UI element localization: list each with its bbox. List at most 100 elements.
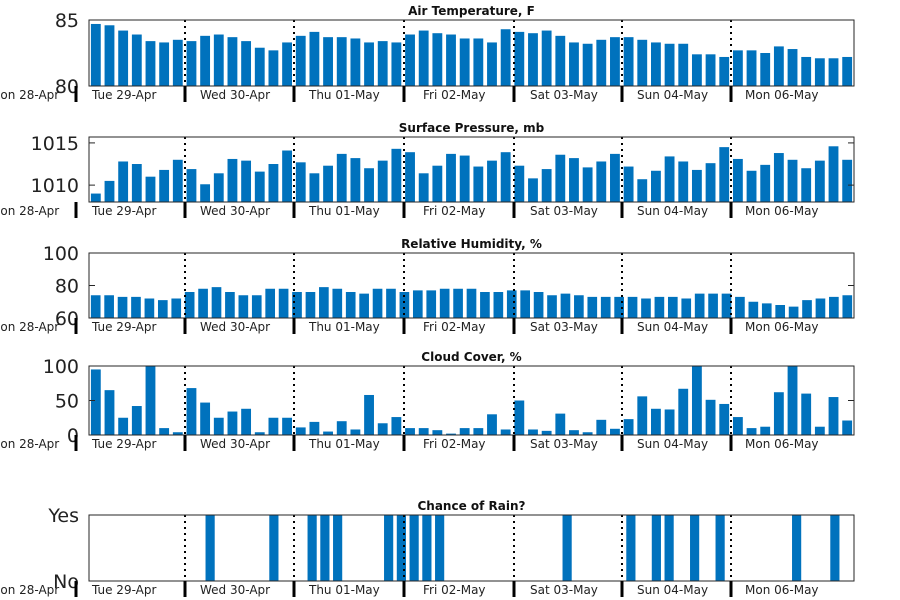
bar: [555, 413, 566, 435]
bar: [664, 43, 675, 86]
bar: [333, 515, 343, 581]
x-tick-label: Fri 02-May: [423, 583, 486, 597]
bar: [528, 429, 538, 435]
bar: [422, 515, 432, 581]
x-tick-label: Fri 02-May: [423, 320, 486, 334]
bar: [788, 306, 799, 319]
x-tick-label: Sun 04-May: [637, 320, 708, 334]
bar: [500, 429, 511, 435]
chart-panel-5: Chance of Rain? No Yes Mon 28-Apr Tue 29-Apr…: [0, 499, 855, 597]
bar: [198, 288, 208, 318]
bar: [487, 160, 497, 202]
bar: [500, 152, 511, 202]
bar: [748, 301, 759, 318]
bar: [159, 428, 170, 435]
bar: [412, 290, 423, 319]
bar: [596, 39, 607, 86]
bar: [637, 396, 648, 435]
x-tick-label: Wed 30-Apr: [200, 204, 270, 218]
x-tick-label: Fri 02-May: [423, 88, 486, 102]
y-tick-label: No: [53, 571, 79, 593]
x-tick-label: Mon 28-Apr: [0, 437, 59, 451]
x-tick-label: Sun 04-May: [637, 204, 708, 218]
chart-title: Air Temperature, F: [408, 4, 535, 18]
bar: [569, 42, 579, 86]
bar: [213, 173, 224, 202]
bar: [708, 293, 718, 319]
x-tick-label: Sun 04-May: [637, 88, 708, 102]
bar: [626, 515, 636, 581]
bar: [623, 166, 634, 202]
x-tick-label: Mon 06-May: [745, 437, 819, 451]
bar: [145, 176, 156, 202]
bar: [678, 161, 689, 202]
bar: [842, 420, 853, 435]
x-tick-label: Thu 01-May: [308, 320, 380, 334]
bar: [514, 400, 525, 435]
bar: [627, 296, 638, 319]
bar: [651, 42, 661, 86]
x-tick-label: Mon 28-Apr: [0, 583, 59, 597]
bar: [596, 419, 607, 435]
y-tick-label: 80: [55, 276, 79, 298]
bar: [282, 150, 292, 202]
bar: [773, 392, 784, 435]
bar: [623, 37, 634, 86]
y-tick-label: 1010: [31, 175, 79, 197]
bar: [399, 292, 410, 318]
bar: [186, 169, 197, 202]
bar: [227, 37, 238, 86]
bar: [295, 427, 306, 435]
bar: [350, 429, 361, 435]
bar: [473, 428, 484, 435]
bar: [336, 37, 347, 86]
bar: [705, 163, 716, 202]
bar: [309, 173, 320, 202]
bar: [200, 402, 211, 435]
bar: [746, 50, 757, 86]
bar: [336, 153, 347, 202]
bar: [377, 41, 388, 86]
bar: [364, 168, 374, 202]
bar: [547, 295, 557, 318]
bar: [409, 515, 419, 581]
bar: [172, 432, 183, 435]
bar: [466, 288, 477, 318]
bar: [295, 35, 306, 86]
bar: [241, 160, 252, 202]
bar: [391, 417, 402, 435]
bar: [664, 156, 675, 202]
plot-frame: [88, 19, 855, 87]
bar: [678, 43, 689, 86]
bar: [641, 298, 651, 318]
bar: [678, 388, 689, 435]
bar: [405, 34, 415, 86]
bar: [775, 305, 786, 318]
bar: [582, 43, 593, 86]
bar: [238, 295, 249, 318]
bar: [200, 184, 211, 202]
bar: [439, 288, 450, 318]
bar: [309, 421, 320, 435]
bar: [459, 38, 470, 86]
bar: [145, 366, 156, 435]
bar: [405, 428, 415, 435]
bar: [372, 288, 383, 318]
x-tick-label: Thu 01-May: [308, 583, 380, 597]
bar: [480, 292, 490, 318]
x-tick-label: Thu 01-May: [308, 437, 380, 451]
x-tick-label: Thu 01-May: [308, 204, 380, 218]
bar: [118, 30, 129, 87]
bar: [282, 417, 292, 435]
x-tick-label: Wed 30-Apr: [200, 583, 270, 597]
bar: [323, 37, 333, 86]
bar: [213, 34, 224, 86]
x-tick-label: Fri 02-May: [423, 437, 486, 451]
bar: [528, 178, 538, 202]
bar: [205, 515, 215, 581]
bar: [623, 419, 634, 435]
bar: [681, 298, 692, 318]
bar: [746, 428, 757, 435]
bar: [541, 169, 552, 202]
chart-title: Relative Humidity, %: [401, 237, 542, 251]
